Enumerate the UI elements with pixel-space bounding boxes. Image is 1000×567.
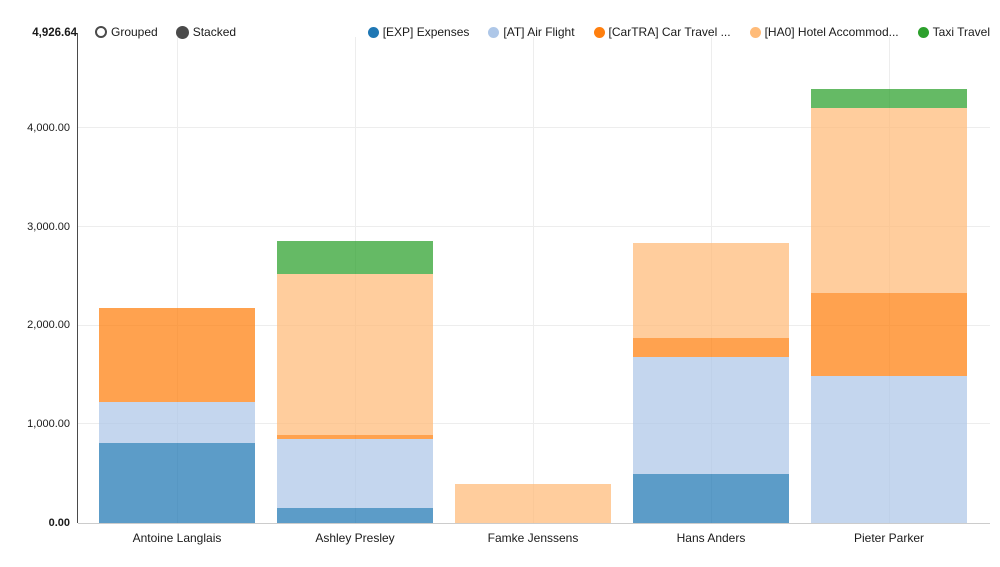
- stacked-bar[interactable]: [811, 88, 967, 523]
- x-category-label: Famke Jenssens: [487, 531, 579, 545]
- legend-label: [AT] Air Flight: [503, 25, 575, 39]
- mode-label: Stacked: [192, 25, 237, 39]
- legend-item[interactable]: Taxi Travel: [917, 25, 990, 39]
- plot-area: [78, 37, 990, 523]
- x-category-label: Antoine Langlais: [132, 531, 222, 545]
- legend-dot-icon: [917, 26, 929, 38]
- bar-segment[interactable]: [633, 474, 789, 523]
- bar-segment[interactable]: [455, 483, 611, 523]
- bar-segment[interactable]: [277, 241, 433, 275]
- bar-segment[interactable]: [811, 292, 967, 377]
- stacked-bar[interactable]: [633, 243, 789, 523]
- bar-segment[interactable]: [811, 88, 967, 109]
- mode-stacked[interactable]: Stacked: [175, 25, 237, 39]
- legend-label: [HA0] Hotel Accommod...: [764, 25, 899, 39]
- legend-label: [EXP] Expenses: [382, 25, 470, 39]
- legend-dot-icon: [749, 26, 761, 38]
- y-axis-line: [77, 33, 78, 523]
- y-axis-tick-labels: 0.00 1,000.00 2,000.00 3,000.00 4,000.00: [0, 37, 70, 529]
- bar-segment[interactable]: [277, 508, 433, 523]
- vertical-gridline: [532, 37, 534, 523]
- bar-segment[interactable]: [811, 108, 967, 293]
- radio-selected-icon[interactable]: [175, 25, 189, 39]
- stacked-bar[interactable]: [455, 483, 611, 523]
- horizontal-gridline: [78, 127, 990, 129]
- y-tick-label: 3,000.00: [27, 220, 70, 233]
- stacked-bar[interactable]: [277, 241, 433, 523]
- legend-item[interactable]: [AT] Air Flight: [488, 25, 575, 39]
- mode-label: Grouped: [111, 25, 158, 39]
- mode-grouped[interactable]: Grouped: [95, 25, 158, 39]
- bar-segment[interactable]: [99, 308, 255, 402]
- legend-label: [CarTRA] Car Travel ...: [608, 25, 731, 39]
- stacked-bar[interactable]: [99, 308, 255, 523]
- legend-item[interactable]: [EXP] Expenses: [367, 25, 470, 39]
- x-category-label: Hans Anders: [676, 531, 746, 545]
- horizontal-gridline: [78, 324, 990, 326]
- legend-dot-icon: [488, 26, 500, 38]
- x-category-label: Ashley Presley: [315, 531, 395, 545]
- radio-unselected-icon[interactable]: [95, 26, 107, 38]
- y-tick-label: 2,000.00: [27, 319, 70, 332]
- legend-item[interactable]: [CarTRA] Car Travel ...: [593, 25, 731, 39]
- legend: [EXP] Expenses [AT] Air Flight [CarTRA] Ca…: [367, 25, 990, 39]
- bar-segment[interactable]: [277, 439, 433, 509]
- x-category-label: Pieter Parker: [853, 531, 925, 545]
- legend-label: Taxi Travel: [932, 25, 990, 39]
- chart-mode-toggle: Grouped Stacked: [95, 25, 236, 39]
- bar-segment[interactable]: [99, 401, 255, 444]
- legend-dot-icon: [593, 26, 605, 38]
- bar-segment[interactable]: [811, 376, 967, 523]
- horizontal-gridline: [78, 226, 990, 228]
- bar-segment[interactable]: [633, 337, 789, 357]
- y-axis-max-label: 4,926.64: [32, 27, 77, 39]
- y-tick-label: 4,000.00: [27, 121, 70, 134]
- bar-segment[interactable]: [633, 243, 789, 338]
- horizontal-gridline: [78, 423, 990, 425]
- y-tick-label: 1,000.00: [27, 417, 70, 430]
- bar-segment[interactable]: [99, 443, 255, 523]
- bar-segment[interactable]: [277, 274, 433, 436]
- legend-dot-icon: [367, 26, 379, 38]
- x-axis-category-labels: Antoine Langlais Ashley Presley Famke Jens…: [88, 531, 978, 545]
- vertical-gridline: [176, 37, 178, 523]
- legend-item[interactable]: [HA0] Hotel Accommod...: [749, 25, 899, 39]
- y-tick-label: 0.00: [48, 516, 70, 529]
- bar-segment[interactable]: [277, 435, 433, 440]
- bar-segment[interactable]: [633, 356, 789, 475]
- x-axis-baseline: [78, 523, 990, 524]
